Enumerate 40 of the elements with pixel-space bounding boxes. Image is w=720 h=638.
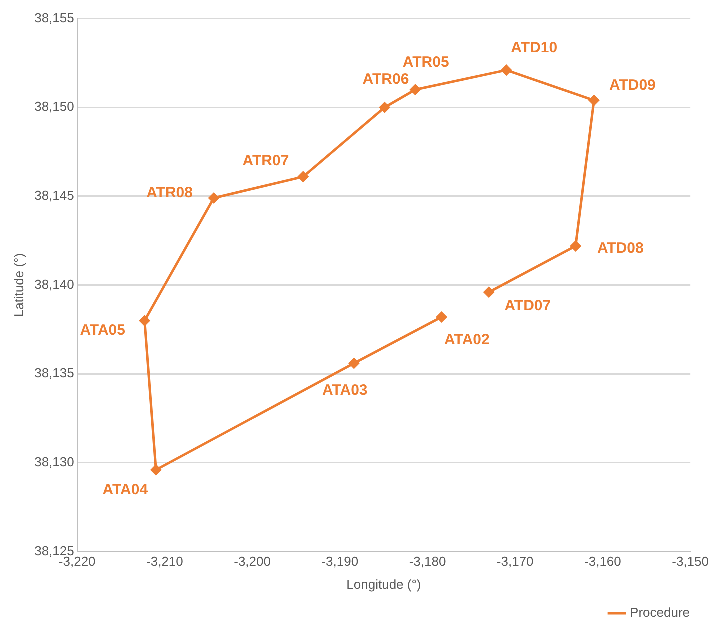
x-tick-label: -3,210 [146, 554, 184, 570]
annotation: ATA05 [80, 322, 126, 340]
y-tick-label: 38,145 [34, 188, 74, 204]
y-tick-label: 38,155 [34, 10, 74, 26]
y-tick-label: 38,135 [34, 366, 74, 381]
annotation: ATA02 [444, 332, 490, 349]
annotation: ATD09 [609, 77, 656, 94]
x-tick-label: -3,170 [496, 554, 534, 570]
annotation: ATR06 [362, 70, 410, 88]
point [484, 287, 494, 298]
point [501, 65, 512, 76]
x-tick-label: -3,200 [234, 554, 271, 570]
annotation: ATD08 [597, 240, 644, 257]
x-tick-label: -3,160 [584, 554, 622, 570]
annotation: ATR08 [146, 184, 193, 202]
y-tick-label: 38,140 [34, 276, 74, 292]
x-tick-label: -3,190 [322, 554, 359, 570]
point [140, 316, 150, 326]
point [348, 358, 360, 369]
point [298, 172, 309, 182]
y-axis-title: Latitude (°) [11, 253, 26, 318]
point [588, 95, 600, 106]
x-tick-label: -3,150 [672, 554, 710, 570]
point [150, 464, 162, 476]
annotation: ATD07 [504, 298, 552, 315]
legend-label: Procedure [630, 605, 690, 620]
point [410, 84, 421, 96]
y-tick-label: 38,150 [34, 99, 74, 114]
point [436, 312, 448, 323]
y-tick-label: 38,130 [34, 454, 74, 470]
point [380, 102, 390, 113]
annotation: ATA03 [322, 382, 368, 400]
annotation: ATD10 [511, 39, 558, 56]
annotation: ATA04 [102, 482, 149, 499]
point [570, 240, 582, 252]
x-tick-label: -3,180 [409, 554, 446, 570]
annotation: ATR05 [402, 54, 450, 71]
x-axis-title: Longitude (°) [346, 576, 422, 592]
annotation: ATR07 [242, 152, 290, 170]
point [208, 192, 220, 204]
